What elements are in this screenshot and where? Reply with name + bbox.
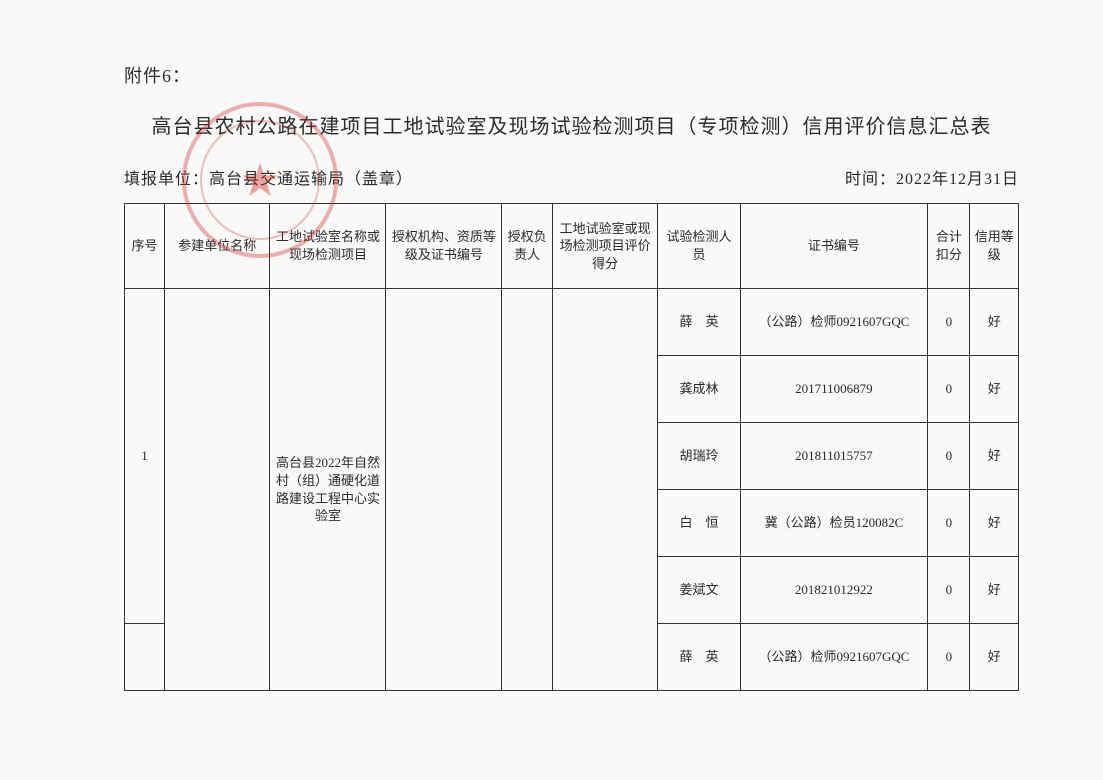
cell-deduct: 0	[928, 557, 970, 624]
cell-cert: 201811015757	[740, 423, 928, 490]
th-auth-org: 授权机构、资质等级及证书编号	[386, 204, 502, 289]
cell-deduct: 0	[928, 356, 970, 423]
cell-person: 薛 英	[658, 289, 740, 356]
meta-row: 填报单位：高台县交通运输局（盖章） 时间：2022年12月31日	[124, 165, 1019, 189]
cell-grade: 好	[970, 624, 1019, 691]
cell-grade: 好	[970, 490, 1019, 557]
page-title: 高台县农村公路在建项目工地试验室及现场试验检测项目（专项检测）信用评价信息汇总表	[124, 110, 1019, 139]
cell-seq	[125, 624, 165, 691]
time-value: 2022年12月31日	[896, 171, 1019, 188]
cell-person: 白 恒	[658, 490, 740, 557]
th-lab: 工地试验室名称或现场检测项目	[270, 204, 386, 289]
cell-eval-score	[552, 289, 657, 691]
th-grade: 信用等级	[970, 204, 1019, 289]
th-deduct: 合计扣分	[928, 204, 970, 289]
cell-seq: 1	[125, 289, 165, 624]
cell-cert: 201711006879	[740, 356, 928, 423]
report-time: 时间：2022年12月31日	[845, 165, 1019, 189]
cell-unit	[165, 289, 270, 691]
table-row: 1高台县2022年自然村（组）通硬化道路建设工程中心实验室薛 英（公路）检师09…	[125, 289, 1019, 356]
cell-auth-person	[502, 289, 553, 691]
th-seq: 序号	[125, 204, 165, 289]
table-body: 1高台县2022年自然村（组）通硬化道路建设工程中心实验室薛 英（公路）检师09…	[125, 289, 1019, 691]
th-cert: 证书编号	[740, 204, 928, 289]
cell-grade: 好	[970, 557, 1019, 624]
th-unit: 参建单位名称	[165, 204, 270, 289]
cell-auth-org	[386, 289, 502, 691]
cell-deduct: 0	[928, 423, 970, 490]
cell-person: 龚成林	[658, 356, 740, 423]
cell-deduct: 0	[928, 624, 970, 691]
attachment-label: 附件6：	[124, 62, 1019, 88]
cell-cert: 201821012922	[740, 557, 928, 624]
th-person: 试验检测人员	[658, 204, 740, 289]
reporting-unit-label: 填报单位：	[124, 171, 209, 188]
th-eval-score: 工地试验室或现场检测项目评价得分	[552, 204, 657, 289]
cell-person: 姜斌文	[658, 557, 740, 624]
table-header-row: 序号 参建单位名称 工地试验室名称或现场检测项目 授权机构、资质等级及证书编号 …	[125, 204, 1019, 289]
th-auth-person: 授权负责人	[502, 204, 553, 289]
cell-person: 胡瑞玲	[658, 423, 740, 490]
cell-lab: 高台县2022年自然村（组）通硬化道路建设工程中心实验室	[270, 289, 386, 691]
reporting-unit: 填报单位：高台县交通运输局（盖章）	[124, 165, 413, 189]
cell-grade: 好	[970, 423, 1019, 490]
cell-person: 薛 英	[658, 624, 740, 691]
cell-cert: 冀（公路）检员120082C	[740, 490, 928, 557]
cell-deduct: 0	[928, 289, 970, 356]
time-label: 时间：	[845, 171, 896, 188]
cell-deduct: 0	[928, 490, 970, 557]
cell-grade: 好	[970, 356, 1019, 423]
cell-cert: （公路）检师0921607GQC	[740, 624, 928, 691]
document-page: 附件6： 高台县农村公路在建项目工地试验室及现场试验检测项目（专项检测）信用评价…	[0, 0, 1103, 691]
reporting-unit-value: 高台县交通运输局（盖章）	[209, 171, 413, 188]
cell-cert: （公路）检师0921607GQC	[740, 289, 928, 356]
data-table: 序号 参建单位名称 工地试验室名称或现场检测项目 授权机构、资质等级及证书编号 …	[124, 203, 1019, 691]
cell-grade: 好	[970, 289, 1019, 356]
